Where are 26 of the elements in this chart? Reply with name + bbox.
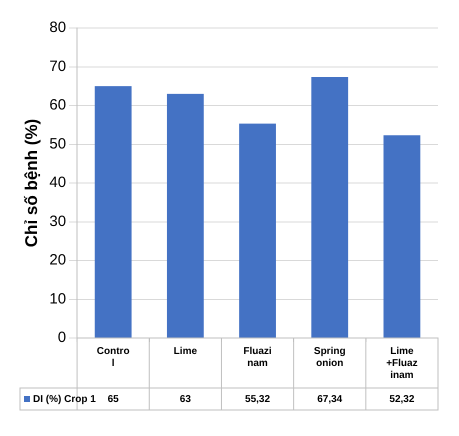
bar (94, 86, 132, 338)
y-tick-label: 30 (49, 212, 66, 230)
x-tick-label: Spring onion (314, 346, 346, 369)
data-label: 55,32 (245, 394, 270, 405)
bar (166, 94, 204, 338)
x-tick-label: Control (96, 346, 130, 369)
y-tick-label: 40 (49, 174, 66, 192)
y-tick-label: 70 (49, 58, 66, 75)
x-tick-label: Lime +Fluazinam (386, 346, 418, 381)
y-axis-title: Chỉ số bệnh (%) (22, 118, 41, 248)
y-tick-label: 20 (49, 252, 66, 269)
data-label: 63 (180, 394, 192, 405)
y-tick-label: 10 (49, 290, 66, 308)
bar (384, 135, 420, 338)
y-tick-label: 50 (49, 135, 66, 152)
bar (311, 77, 348, 338)
bar (239, 124, 276, 338)
x-tick-label: Fluazinam (243, 346, 272, 369)
y-tick-label: 80 (49, 19, 66, 36)
data-label: 67,34 (317, 394, 343, 405)
y-tick-label: 60 (49, 96, 66, 114)
x-tick-label: Lime (174, 346, 198, 357)
data-label: 65 (108, 394, 120, 405)
y-tick-label: 0 (58, 329, 66, 346)
legend-label: DI (%) Crop 1 (33, 394, 96, 405)
data-label: 52,32 (389, 394, 415, 405)
